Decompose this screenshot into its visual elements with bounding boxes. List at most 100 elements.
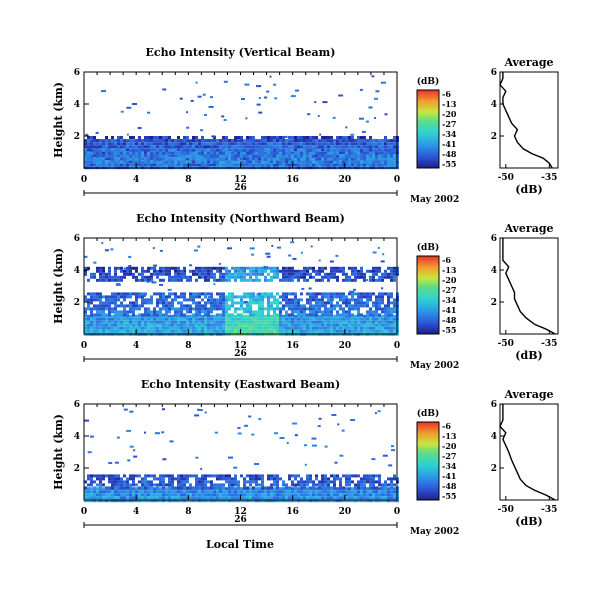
- heatmap-cell: [336, 295, 339, 299]
- heatmap-cell: [234, 314, 237, 318]
- heatmap-cell: [111, 142, 114, 146]
- heatmap-cell: [213, 154, 216, 158]
- heatmap-cell: [369, 493, 372, 497]
- heatmap-cell: [114, 313, 117, 317]
- heatmap-cell: [318, 490, 321, 494]
- heatmap-cell: [336, 160, 339, 164]
- heatmap-cell: [150, 310, 153, 314]
- heatmap-cell: [123, 496, 126, 500]
- heatmap-cell: [393, 307, 396, 311]
- heatmap-cell: [150, 139, 153, 142]
- heatmap-cell: [84, 157, 87, 161]
- heatmap-cell: [306, 139, 309, 142]
- heatmap-cell: [312, 490, 315, 494]
- heatmap-cell: [99, 145, 102, 149]
- heatmap-cell: [348, 490, 351, 494]
- heatmap-cell: [243, 272, 246, 276]
- heatmap-cell: [165, 157, 168, 161]
- heatmap-cell: [282, 326, 285, 330]
- heatmap-cell: [162, 292, 165, 296]
- heatmap-cell: [285, 320, 288, 324]
- heatmap-cell: [366, 160, 369, 164]
- colorbar: [416, 89, 440, 169]
- heatmap-cell: [108, 304, 111, 308]
- heatmap-cell: [381, 307, 384, 311]
- heatmap-cell: [180, 317, 183, 321]
- heatmap-cell: [198, 157, 201, 161]
- heatmap-cell: [228, 456, 233, 459]
- heatmap-cell: [234, 317, 237, 321]
- heatmap-cell: [243, 151, 246, 155]
- heatmap-cell: [132, 160, 135, 164]
- heatmap-cell: [270, 157, 273, 161]
- heatmap-cell: [171, 298, 174, 302]
- heatmap-cell: [153, 317, 156, 321]
- heatmap-cell: [345, 487, 348, 491]
- heatmap-cell: [231, 323, 234, 327]
- heatmap-cell: [324, 483, 327, 487]
- heatmap-cell: [372, 278, 375, 282]
- heatmap-cell: [84, 419, 89, 422]
- colorbar-tick-label: -27: [442, 285, 456, 295]
- heatmap-cell: [312, 313, 315, 317]
- heatmap-cell: [210, 499, 213, 503]
- heatmap-cell: [165, 317, 168, 321]
- heatmap-cell: [249, 275, 252, 279]
- heatmap-cell: [351, 326, 354, 330]
- heatmap-cell: [93, 320, 96, 324]
- heatmap-cell: [111, 278, 114, 282]
- heatmap-cell: [186, 486, 189, 490]
- heatmap-cell: [234, 329, 237, 333]
- heatmap-cell: [171, 304, 174, 308]
- heatmap-cell: [363, 323, 366, 327]
- heatmap-cell: [297, 490, 300, 494]
- heatmap-cell: [189, 139, 192, 143]
- heatmap-cell: [171, 493, 174, 497]
- heatmap-cell: [180, 326, 183, 330]
- heatmap-cell: [234, 157, 237, 161]
- heatmap-cell: [180, 272, 183, 276]
- heatmap-cell: [345, 148, 348, 152]
- heatmap-cell: [276, 151, 279, 155]
- heatmap-cell: [189, 499, 192, 503]
- heatmap-cell: [222, 326, 225, 330]
- heatmap-cell: [207, 292, 210, 296]
- heatmap-cell: [204, 266, 207, 270]
- heatmap-cell: [360, 483, 363, 487]
- heatmap-cell: [321, 266, 324, 270]
- heatmap-cell: [198, 499, 201, 503]
- heatmap-cell: [357, 480, 360, 484]
- heatmap-cell: [321, 160, 324, 164]
- heatmap-cell: [252, 163, 255, 167]
- heatmap-cell: [270, 163, 273, 167]
- heatmap-cell: [317, 115, 320, 117]
- heatmap-cell: [366, 329, 369, 333]
- heatmap-cell: [390, 480, 393, 484]
- heatmap-cell: [315, 477, 318, 481]
- heatmap-cell: [354, 160, 357, 164]
- heatmap-cell: [210, 275, 213, 279]
- heatmap-cell: [273, 487, 276, 491]
- heatmap-cell: [144, 310, 147, 314]
- heatmap-cell: [291, 493, 294, 497]
- heatmap-cell: [135, 314, 138, 318]
- heatmap-cell: [375, 269, 378, 273]
- y-axis-label: Height (km): [52, 82, 65, 158]
- heatmap-cell: [153, 264, 157, 267]
- heatmap-cell: [174, 493, 177, 497]
- heatmap-cell: [279, 323, 282, 327]
- heatmap-cell: [174, 275, 177, 279]
- heatmap-cell: [225, 304, 228, 308]
- heatmap-cell: [120, 326, 123, 330]
- heatmap-cell: [219, 304, 222, 308]
- heatmap-cell: [252, 499, 255, 503]
- heatmap-cell: [273, 139, 276, 142]
- heatmap-cell: [246, 486, 249, 490]
- heatmap-cell: [99, 272, 102, 276]
- heatmap-cell: [324, 493, 327, 497]
- heatmap-cell: [294, 151, 297, 155]
- heatmap-cell: [258, 313, 261, 317]
- heatmap-cell: [333, 486, 336, 490]
- heatmap-cell: [237, 295, 240, 299]
- heatmap-cell: [111, 323, 114, 327]
